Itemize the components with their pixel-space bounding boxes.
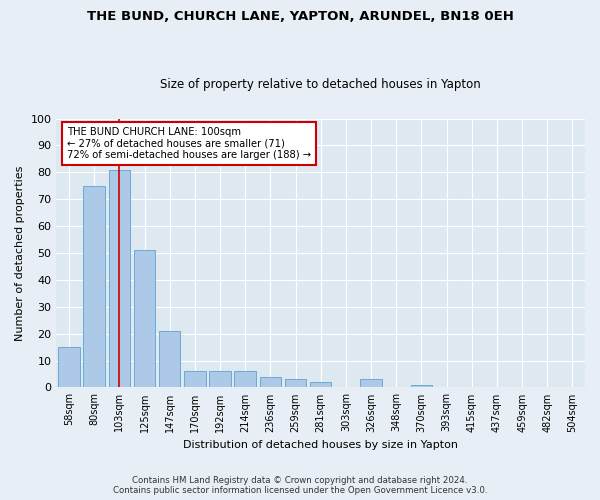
Text: Contains HM Land Registry data © Crown copyright and database right 2024.
Contai: Contains HM Land Registry data © Crown c… <box>113 476 487 495</box>
X-axis label: Distribution of detached houses by size in Yapton: Distribution of detached houses by size … <box>183 440 458 450</box>
Bar <box>58 347 80 388</box>
Y-axis label: Number of detached properties: Number of detached properties <box>15 166 25 340</box>
Bar <box>109 170 130 388</box>
Bar <box>134 250 155 388</box>
Title: Size of property relative to detached houses in Yapton: Size of property relative to detached ho… <box>160 78 481 91</box>
Bar <box>184 372 206 388</box>
Bar <box>285 380 306 388</box>
Bar <box>410 384 432 388</box>
Bar <box>361 380 382 388</box>
Bar <box>159 331 181 388</box>
Bar <box>310 382 331 388</box>
Text: THE BUND CHURCH LANE: 100sqm
← 27% of detached houses are smaller (71)
72% of se: THE BUND CHURCH LANE: 100sqm ← 27% of de… <box>67 126 311 160</box>
Bar <box>260 376 281 388</box>
Text: THE BUND, CHURCH LANE, YAPTON, ARUNDEL, BN18 0EH: THE BUND, CHURCH LANE, YAPTON, ARUNDEL, … <box>86 10 514 23</box>
Bar <box>83 186 105 388</box>
Bar <box>235 372 256 388</box>
Bar <box>209 372 231 388</box>
